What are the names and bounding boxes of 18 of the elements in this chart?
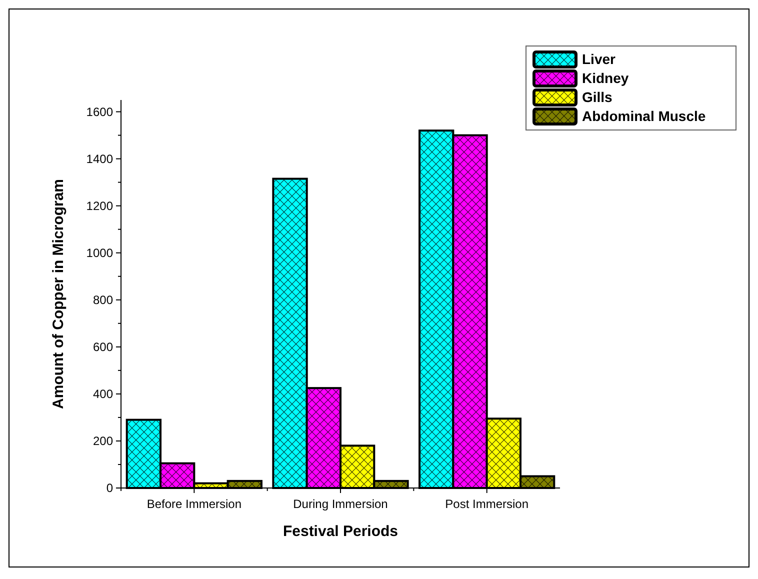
y-tick-label: 600 (92, 340, 114, 354)
y-tick-label: 1600 (86, 104, 114, 119)
legend-label: Abdominal Muscle (582, 108, 706, 124)
y-tick-label: 800 (92, 292, 114, 307)
x-tick-label: Before Immersion (146, 497, 242, 511)
legend-label: Gills (582, 89, 613, 105)
x-tick-label: Post Immersion (445, 497, 529, 511)
y-tick-label: 1400 (86, 152, 114, 166)
y-tick-label: 400 (92, 386, 114, 401)
y-tick-label: 0 (106, 481, 114, 495)
x-axis-title: Festival Periods (282, 523, 398, 540)
y-tick-label: 200 (92, 434, 114, 448)
y-tick-label: 1000 (86, 246, 114, 260)
legend-label: Liver (582, 51, 616, 67)
y-tick-label: 1200 (86, 198, 114, 213)
x-tick-label: During Immersion (293, 497, 388, 511)
y-axis-title: Amount of Copper in Microgram (50, 179, 67, 409)
legend-label: Kidney (582, 70, 629, 86)
